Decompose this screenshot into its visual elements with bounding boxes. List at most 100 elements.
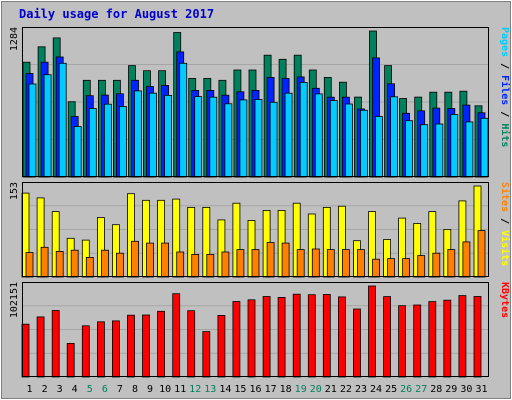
panel-visits-series-label-part-2: Visits (499, 230, 511, 266)
bar-sites-day-17 (266, 242, 275, 278)
bar-kbytes-day-16 (247, 299, 256, 378)
panel-hits-series-label-part-0: Pages (499, 27, 510, 57)
bar-kbytes-day-20 (307, 294, 316, 378)
panel-hits-ymax-label: 1284 (9, 27, 20, 51)
bar-pages-day-31 (480, 117, 489, 178)
bar-pages-day-26 (405, 120, 414, 178)
bar-pages-day-23 (360, 109, 368, 178)
x-tick-label-day-4: 4 (72, 384, 78, 395)
bar-sites-day-8 (131, 240, 139, 278)
bar-sites-day-3 (55, 250, 64, 278)
bar-kbytes-day-31 (473, 296, 482, 378)
panel-hits: 1284 Pages / Files / Hits (9, 27, 511, 178)
x-tick-label-day-7: 7 (117, 384, 123, 395)
bar-kbytes-day-8 (127, 314, 135, 378)
x-tick-label-day-29: 29 (445, 384, 457, 395)
bar-pages-day-14 (224, 103, 233, 178)
bar-pages-day-30 (465, 121, 474, 178)
bar-kbytes-day-14 (217, 314, 226, 378)
panel-hits-series-label-part-1: / (499, 57, 510, 75)
bar-sites-day-9 (146, 242, 154, 278)
bar-pages-day-21 (329, 100, 338, 178)
bar-sites-day-19 (296, 249, 305, 278)
bar-pages-day-27 (420, 124, 429, 178)
bar-pages-day-19 (299, 82, 308, 178)
x-tick-label-day-10: 10 (159, 384, 171, 395)
bar-pages-day-12 (194, 96, 203, 178)
bar-pages-day-22 (344, 103, 353, 178)
bar-sites-day-18 (281, 242, 290, 278)
x-tick-label-day-27: 27 (415, 384, 427, 395)
bar-kbytes-day-21 (322, 293, 331, 378)
x-tick-label-day-21: 21 (325, 384, 337, 395)
bar-pages-day-3 (58, 62, 67, 178)
bar-kbytes-day-25 (383, 296, 392, 378)
x-tick-label-day-8: 8 (132, 384, 138, 395)
x-tick-label-day-24: 24 (370, 384, 382, 395)
bar-kbytes-day-7 (112, 320, 120, 378)
bar-kbytes-day-30 (458, 295, 467, 378)
bar-pages-day-10 (164, 95, 173, 178)
bar-pages-day-25 (390, 96, 399, 178)
bar-kbytes-day-18 (277, 296, 286, 378)
bar-kbytes-day-17 (262, 296, 271, 378)
bar-kbytes-day-9 (142, 314, 150, 378)
bar-kbytes-day-11 (172, 293, 181, 378)
bar-kbytes-day-24 (368, 285, 376, 378)
bar-pages-day-16 (254, 99, 263, 178)
bar-kbytes-day-3 (51, 310, 60, 378)
bar-kbytes-day-19 (292, 293, 301, 378)
bar-kbytes-day-23 (353, 308, 361, 378)
x-tick-label-day-1: 1 (26, 384, 32, 395)
bar-kbytes-day-5 (81, 325, 90, 378)
bar-sites-day-7 (116, 252, 124, 278)
panel-kbytes-ymax-label: 102151 (9, 282, 20, 318)
bar-pages-day-17 (269, 101, 278, 178)
panel-hits-series-label: Pages / Files / Hits (499, 27, 511, 147)
bar-kbytes-day-15 (232, 301, 241, 378)
x-tick-label-day-22: 22 (340, 384, 352, 395)
bar-pages-day-20 (314, 93, 323, 178)
bar-kbytes-day-28 (428, 301, 437, 378)
bar-pages-day-8 (134, 90, 142, 178)
bar-sites-day-6 (101, 249, 109, 278)
bar-pages-day-4 (73, 126, 82, 178)
x-tick-label-day-25: 25 (385, 384, 397, 395)
bar-sites-day-31 (477, 230, 486, 278)
x-tick-label-day-12: 12 (189, 384, 201, 395)
bar-sites-day-1 (25, 252, 34, 278)
bar-pages-day-2 (43, 74, 52, 178)
bar-sites-day-23 (357, 249, 365, 278)
bar-sites-day-14 (221, 251, 230, 278)
panel-hits-series-label-part-4: Hits (499, 123, 511, 147)
panel-hits-frame (22, 27, 489, 177)
bar-sites-day-10 (161, 242, 170, 278)
bar-sites-day-27 (417, 255, 426, 278)
bar-pages-day-1 (28, 83, 37, 178)
bar-pages-day-7 (119, 106, 127, 178)
bar-pages-day-15 (239, 99, 248, 178)
panel-visits-series-label: Sites / Visits (499, 182, 511, 266)
x-tick-label-day-23: 23 (355, 384, 367, 395)
x-tick-label-day-16: 16 (249, 384, 261, 395)
bar-pages-day-9 (149, 92, 157, 178)
bar-sites-day-13 (206, 253, 215, 278)
bar-pages-day-24 (375, 116, 383, 178)
bar-kbytes-day-22 (337, 296, 346, 378)
panel-hits-series-label-part-3: / (499, 105, 510, 123)
bar-kbytes-day-12 (187, 310, 196, 378)
bar-sites-day-16 (251, 249, 260, 278)
panel-visits-series-label-part-1: / (499, 212, 510, 230)
x-tick-label-day-11: 11 (174, 384, 186, 395)
x-axis-tick-labels: 1 2 3 4 5 6 7 8 9 10 11 12 13 14 15 16 17 18 19 20 21 22 23 24 2… (26, 384, 487, 395)
bar-kbytes-day-1 (21, 323, 30, 378)
bar-pages-day-11 (179, 62, 188, 178)
bar-kbytes-day-2 (36, 316, 45, 378)
bar-pages-day-18 (284, 92, 293, 178)
x-tick-label-day-17: 17 (265, 384, 277, 395)
panel-kbytes-frame (22, 282, 489, 377)
bar-pages-day-28 (435, 123, 444, 178)
chart-title: Daily usage for August 2017 (19, 7, 214, 21)
